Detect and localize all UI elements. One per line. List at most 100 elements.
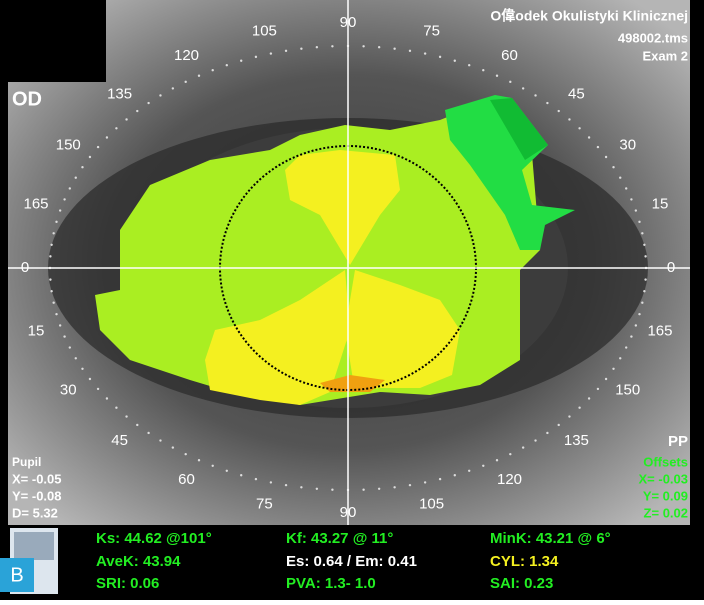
ring-dot	[63, 198, 66, 201]
ring-dot	[254, 477, 258, 481]
ring-dot	[284, 49, 288, 53]
ring-dot	[58, 209, 62, 212]
ring-dot	[644, 278, 647, 281]
mink: MinK: 43.21 @ 6°	[490, 530, 611, 547]
map-region	[345, 270, 460, 392]
ring-dot	[300, 486, 303, 489]
ring-dot	[587, 136, 591, 139]
ring-dot	[68, 187, 71, 190]
sai: SAI: 0.23	[490, 575, 553, 592]
ring-dot	[438, 55, 442, 59]
axis-label: 165	[647, 322, 672, 339]
axis-label: 120	[497, 471, 522, 488]
ring-dot	[604, 377, 608, 381]
map-region	[320, 375, 385, 392]
ring-dot	[74, 357, 77, 360]
file: 498002.tms	[618, 30, 688, 45]
ring-dot	[269, 481, 273, 484]
icon[interactable]	[14, 532, 54, 560]
cyl: CYL: 1.34	[490, 553, 559, 570]
ring-dot	[81, 166, 84, 169]
ring-dot	[377, 487, 381, 490]
ring-dot	[438, 477, 442, 481]
corner-block	[8, 0, 106, 82]
eye-label: OD	[12, 88, 42, 110]
ring-dot	[509, 452, 512, 456]
ring-dot	[105, 397, 109, 400]
ring-dot	[171, 87, 175, 90]
pupil-y: Y= -0.08	[12, 488, 62, 503]
ring-dot	[63, 335, 66, 338]
clinic: O偉odek Okulistyki Klinicznej	[490, 8, 688, 24]
map-region	[285, 150, 400, 265]
ring-dot	[625, 346, 628, 349]
ring-dot	[315, 487, 319, 490]
axis-label: 165	[23, 196, 48, 213]
ring-dot	[362, 488, 365, 491]
axis-label: 150	[56, 136, 81, 153]
ring-dot	[211, 464, 214, 468]
ring-dot	[49, 255, 52, 258]
ring-dot	[315, 46, 319, 49]
offsets-title: Offsets	[643, 454, 688, 469]
ring-dot	[331, 488, 334, 491]
ring-dot	[115, 127, 118, 130]
ring-dot	[534, 94, 537, 97]
ring-dot	[638, 220, 641, 224]
badge	[0, 558, 34, 592]
ring-dot	[125, 415, 128, 418]
ring-dot	[604, 155, 608, 159]
ring-dot	[159, 94, 162, 97]
ring-dot	[619, 176, 622, 179]
ring-dot	[96, 145, 100, 149]
kf: Kf: 43.27 @ 11°	[286, 530, 393, 547]
es-em: Es: 0.64 / Em: 0.41	[286, 553, 417, 570]
ring-dot	[423, 52, 427, 55]
map-region	[445, 95, 575, 250]
ring-dot	[643, 290, 646, 293]
ring-dot	[521, 87, 525, 90]
ring-dot	[50, 290, 53, 293]
ring-dot	[546, 101, 549, 105]
ring-dot	[211, 68, 214, 72]
ring-dot	[88, 155, 92, 159]
axis-label: 60	[178, 471, 195, 488]
axis-label: 120	[174, 47, 199, 64]
ring-dot	[49, 278, 52, 281]
axis-label: 105	[419, 496, 444, 513]
ring-dot	[521, 446, 525, 449]
ring-dot	[634, 324, 638, 327]
ring-dot	[68, 346, 71, 349]
ring-dots	[48, 44, 648, 492]
ring-dot	[468, 469, 471, 473]
ring-dot	[641, 301, 644, 304]
axis-label: 30	[60, 381, 77, 398]
ring-dot	[136, 109, 139, 113]
ring-dot	[184, 80, 187, 84]
ring-dot	[643, 243, 646, 246]
sri: SRI: 0.06	[96, 575, 159, 592]
ring-dot	[534, 439, 537, 442]
axis-label: 15	[652, 196, 669, 213]
ring-dot	[197, 459, 201, 462]
axis-label: 45	[568, 86, 585, 103]
ring-dot	[612, 367, 615, 370]
ring-dot	[74, 176, 77, 179]
ring-dot	[58, 324, 62, 327]
ring-dot	[225, 63, 228, 67]
ring-dot	[482, 464, 485, 468]
pupil-x: X= -0.05	[12, 471, 62, 486]
ring-dot	[362, 45, 365, 48]
ring-dot	[468, 63, 471, 67]
ring-dot	[596, 387, 600, 391]
ring-dot	[284, 483, 288, 487]
ring-dot	[331, 45, 334, 48]
ring-dot	[125, 118, 128, 121]
axis-label: 75	[256, 496, 273, 513]
ring-dot	[55, 312, 58, 316]
ring-dot	[159, 439, 162, 442]
ring-dot	[50, 243, 53, 246]
ring-dot	[225, 469, 228, 473]
offset-z: Z= 0.02	[644, 505, 688, 520]
ring-dot	[254, 55, 258, 59]
